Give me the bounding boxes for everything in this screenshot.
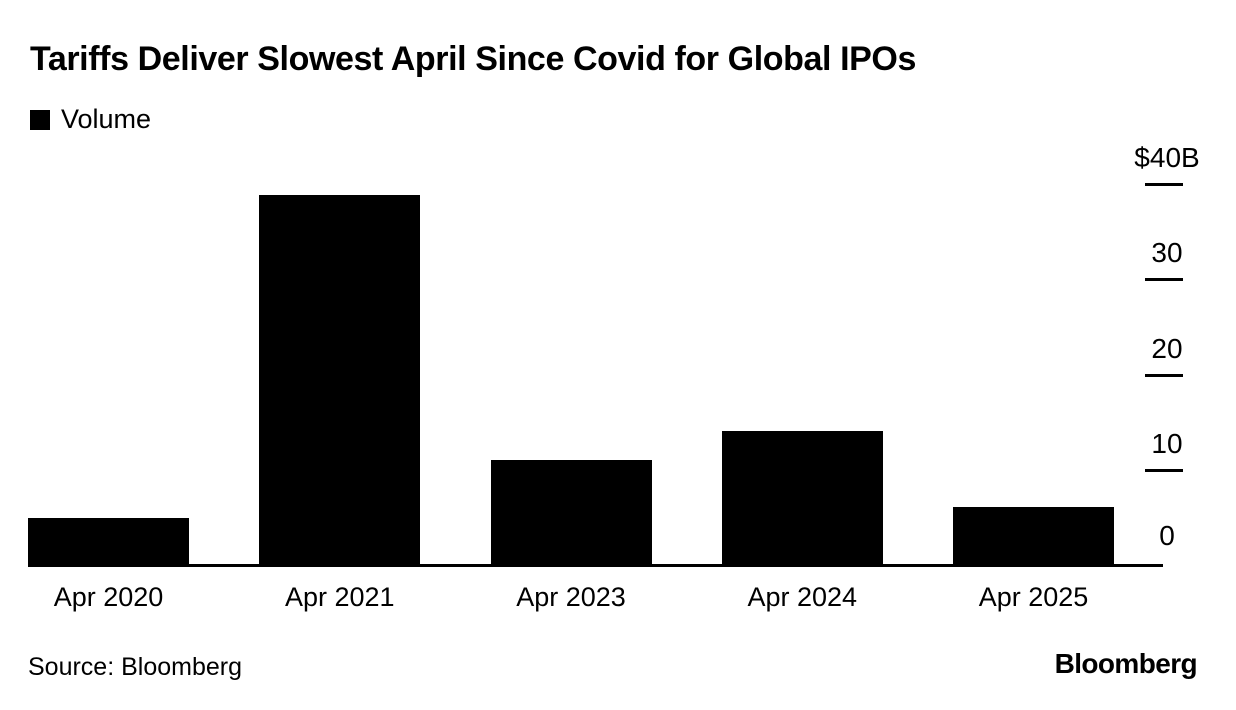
x-axis-label-apr-2021: Apr 2021	[284, 582, 395, 612]
x-axis-label-apr-2025: Apr 2025	[978, 582, 1089, 612]
y-axis-tick-10	[1145, 468, 1183, 472]
x-axis-baseline	[28, 564, 1163, 567]
y-axis-tick-label-0: 0	[1159, 520, 1175, 551]
y-axis-tick-label-10: 10	[1151, 427, 1183, 459]
bar-apr-2020	[28, 518, 189, 565]
y-axis-tick--40b	[1145, 183, 1183, 186]
y-axis-tick-30	[1145, 278, 1183, 282]
x-axis-label-apr-2020: Apr 2020	[53, 582, 164, 612]
legend-label: Volume	[61, 104, 152, 134]
source-label: Source: Bloomberg	[28, 653, 243, 681]
y-axis-tick-20	[1145, 373, 1183, 377]
legend: Volume	[30, 106, 151, 133]
bar-apr-2024	[721, 430, 883, 565]
bar-apr-2025	[953, 506, 1114, 565]
y-axis-tick-label-30: 30	[1151, 237, 1183, 269]
bar-apr-2023	[490, 460, 652, 565]
y-axis-tick-label--40b: $40B	[1134, 142, 1200, 173]
bloomberg-logo: Bloomberg	[1054, 648, 1198, 679]
bar-apr-2021	[259, 195, 421, 565]
legend-swatch-icon	[30, 109, 50, 130]
y-axis-tick-label-20: 20	[1151, 332, 1183, 364]
x-axis-label-apr-2023: Apr 2023	[516, 582, 626, 612]
x-axis-label-apr-2024: Apr 2024	[747, 582, 858, 612]
chart-title: Tariffs Deliver Slowest April Since Covi…	[30, 40, 916, 78]
